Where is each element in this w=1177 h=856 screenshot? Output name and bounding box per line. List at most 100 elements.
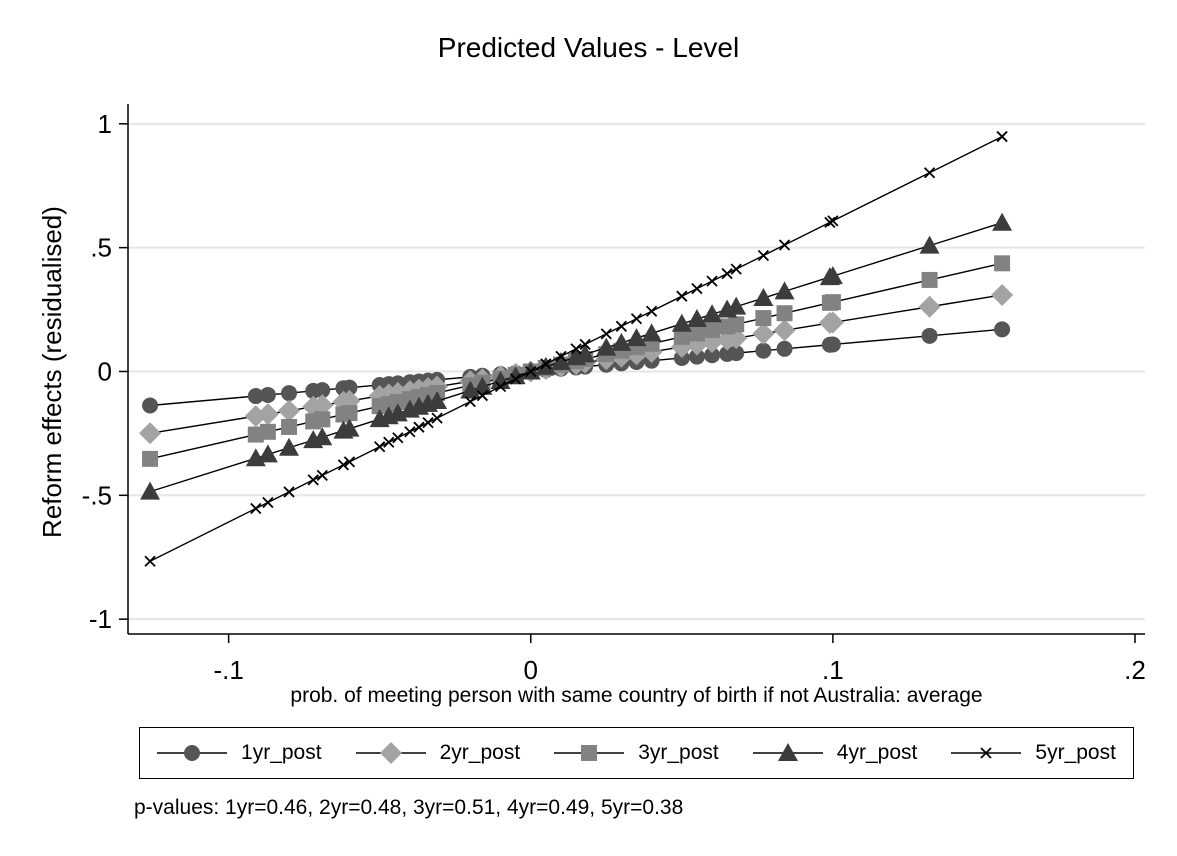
legend-marker [980,747,993,759]
data-point-2yr_post [278,399,301,422]
data-point-5yr_post [337,459,350,471]
data-point-5yr_post [691,283,703,295]
data-point-5yr_post [413,421,425,433]
data-point-3yr_post [314,411,331,428]
data-point-4yr_post [822,266,843,285]
data-point-4yr_post [505,366,526,385]
data-point-5yr_post [316,469,328,482]
data-point-5yr_post [262,496,274,509]
data-point-5yr_post [383,436,395,448]
data-point-4yr_post [686,309,707,328]
data-point-4yr_post [312,427,333,446]
data-point-1yr_post [259,386,276,403]
legend-label-1yr: 1yr_post [241,741,322,764]
data-point-4yr_post [626,328,647,347]
data-point-2yr_post [918,295,941,318]
data-point-5yr_post [540,358,552,370]
data-point-3yr_post [776,305,793,322]
legend-item-4yr: 4yr_post [752,741,918,765]
data-point-3yr_post [728,316,745,333]
data-point-4yr_post [535,356,556,375]
data-point-4yr_post [427,391,448,410]
data-point-2yr_post [821,311,844,334]
data-point-4yr_post [992,212,1013,231]
data-point-5yr_post [422,417,434,429]
data-point-4yr_post [919,235,940,254]
data-point-5yr_post [778,239,791,251]
data-point-2yr_post [773,319,796,342]
legend-marker [184,745,201,761]
data-point-5yr_post [570,343,582,355]
legend-swatch-5yr [951,747,1022,759]
data-point-5yr_post [392,432,404,444]
legend-item-5yr: 5yr_post [951,741,1116,765]
data-point-1yr_post [921,327,938,344]
data-point-5yr_post [510,373,522,385]
data-point-1yr_post [824,336,841,353]
data-point-5yr_post [706,275,718,287]
x-axis-label: prob. of meeting person with same countr… [290,684,983,707]
y-tick-label: 1 [98,109,112,139]
y-tick-label: 0 [98,356,112,386]
legend-item-2yr: 2yr_post [355,741,521,765]
legend-label-4yr: 4yr_post [836,741,918,764]
data-point-3yr_post [824,294,841,311]
data-point-1yr_post [776,340,793,357]
data-point-4yr_post [257,444,278,463]
data-point-5yr_post [307,474,319,486]
data-point-3yr_post [341,405,358,422]
data-point-4yr_post [550,351,571,370]
legend-label-2yr: 2yr_post [439,741,521,764]
chart-title: Predicted Values - Level [437,32,740,63]
data-point-3yr_post [281,418,298,435]
legend-label-3yr: 3yr_post [638,741,719,764]
data-point-4yr_post [140,481,161,500]
legend-marker [777,743,798,761]
data-point-5yr_post [600,328,612,340]
data-point-5yr_post [630,313,643,325]
legend-swatch-4yr [752,743,823,761]
data-point-3yr_post [259,423,276,440]
data-point-5yr_post [144,555,156,567]
series-1yr_post [142,321,1011,414]
data-point-3yr_post [688,325,705,342]
data-point-2yr_post [256,403,279,426]
data-point-5yr_post [343,456,356,468]
data-point-5yr_post [757,249,770,262]
data-point-4yr_post [671,313,692,332]
x-tick-label: .2 [1124,655,1146,685]
data-point-4yr_post [279,437,300,456]
y-axis-label: Reform effects (residualised) [37,206,67,538]
grid-lines [128,122,1145,621]
data-point-5yr_post [645,305,658,317]
data-point-2yr_post [139,422,162,445]
data-point-5yr_post [476,389,489,402]
series-layer [139,130,1014,567]
data-point-5yr_post [996,130,1008,143]
series-4yr_post [140,212,1013,500]
p-values-note: p-values: 1yr=0.46, 2yr=0.48, 3yr=0.51, … [134,796,684,819]
data-point-5yr_post [525,365,537,378]
data-point-5yr_post [676,290,688,302]
data-point-3yr_post [994,255,1011,272]
x-tick-label: .1 [822,655,844,685]
legend-item-3yr: 3yr_post [554,741,719,765]
data-point-3yr_post [755,310,772,327]
data-point-5yr_post [250,502,262,515]
data-point-5yr_post [431,412,443,424]
axes: -1 -.5 0 .5 1 -.1 0 .1 .2 [82,104,1146,685]
y-tick-label: -1 [89,604,112,634]
data-point-1yr_post [314,382,331,399]
data-point-5yr_post [721,267,733,280]
data-point-3yr_post [389,393,406,410]
legend: 1yr_post 2yr_post 3yr_post 4yr_post 5yr_… [139,727,1134,779]
data-point-5yr_post [464,395,476,408]
data-point-4yr_post [596,337,617,356]
data-point-5yr_post [730,263,742,275]
series-5yr_post [144,130,1008,567]
data-point-3yr_post [921,271,938,288]
data-point-5yr_post [923,167,936,179]
data-point-4yr_post [575,344,596,363]
data-point-3yr_post [247,426,264,443]
